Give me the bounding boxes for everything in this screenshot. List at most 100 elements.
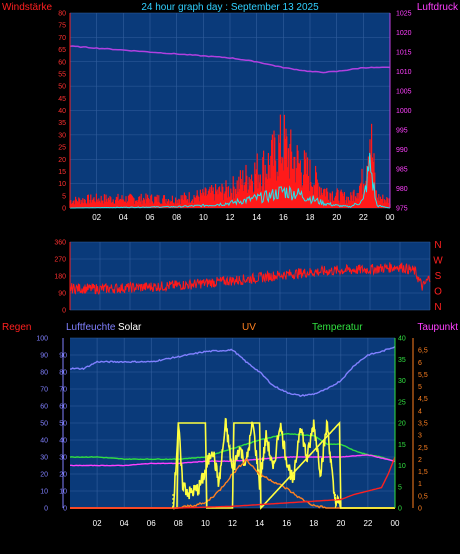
x-tick-label: 10: [199, 213, 208, 222]
wind-tick-label: 60: [58, 59, 66, 66]
uv-tick-label: 2: [418, 457, 422, 464]
temperature-line: [69, 432, 396, 463]
x-tick-label: 02: [93, 519, 102, 528]
uv-tick-label: 6,5: [418, 348, 428, 355]
climate-series: [69, 346, 396, 511]
x-tick-label: 12: [228, 519, 237, 528]
wind-left-axis: 0 5 10 15 20 25 30 35 40 45 50 55 60 65 70 75 80: [58, 11, 66, 213]
pressure-tick-label: 975: [396, 206, 408, 213]
wind-tick-label: 80: [58, 11, 66, 18]
wind-tick-label: 55: [58, 71, 66, 78]
compass-label: N: [434, 302, 441, 313]
direction-left-axis: 0 90 180 270 360: [54, 240, 66, 315]
wind-x-axis: 02 04 06 08 10 12 14 16 18 20 22 00: [92, 213, 395, 222]
wind-tick-label: 30: [58, 132, 66, 139]
direction-tick-label: 270: [54, 257, 66, 264]
climate-x-axis: 02 04 06 08 10 12 14 16 18 20 22 00: [93, 519, 400, 528]
humidity-label: Luftfeuchte: [66, 322, 116, 333]
x-tick-label: 10: [201, 519, 210, 528]
rain-tick-label: 10: [40, 489, 48, 496]
x-tick-label: 22: [359, 213, 368, 222]
x-tick-label: 08: [174, 519, 183, 528]
x-tick-label: 00: [391, 519, 400, 528]
temperature-tick-label: 20: [398, 421, 406, 428]
uv-tick-label: 1: [418, 481, 422, 488]
humidity-tick-label: 0: [63, 506, 67, 513]
rain-tick-label: 50: [40, 421, 48, 428]
compass-label: S: [435, 271, 442, 282]
rain-tick-label: 60: [40, 404, 48, 411]
wind-series-bars: [69, 114, 391, 208]
direction-line: [69, 262, 431, 296]
wind-tick-label: 70: [58, 35, 66, 42]
wind-tick-label: 5: [62, 193, 66, 200]
humidity-line: [69, 346, 396, 398]
temperature-tick-label: 30: [398, 378, 406, 385]
solar-label: Solar: [118, 322, 142, 333]
temperature-tick-label: 15: [398, 442, 406, 449]
x-tick-label: 12: [226, 213, 235, 222]
pressure-tick-label: 985: [396, 167, 408, 174]
x-tick-label: 06: [146, 213, 155, 222]
uv-tick-label: 0,5: [418, 493, 428, 500]
rain-tick-label: 30: [40, 455, 48, 462]
temperature-tick-label: 35: [398, 357, 406, 364]
wind-grid: [70, 12, 391, 209]
page-title: 24 hour graph day : September 13 2025: [141, 2, 319, 13]
x-tick-label: 18: [306, 213, 315, 222]
pressure-tick-label: 1005: [396, 89, 412, 96]
x-tick-label: 06: [147, 519, 156, 528]
rain-line: [70, 456, 396, 509]
temperature-tick-label: 25: [398, 399, 406, 406]
wind-series: [69, 45, 391, 209]
x-tick-label: 18: [309, 519, 318, 528]
x-tick-label: 04: [120, 519, 129, 528]
uv-tick-label: 3,5: [418, 421, 428, 428]
wind-tick-label: 35: [58, 120, 66, 127]
wind-tick-label: 15: [58, 169, 66, 176]
pressure-tick-label: 1000: [396, 108, 412, 115]
wind-tick-label: 20: [58, 157, 66, 164]
temperature-tick-label: 40: [398, 336, 406, 343]
uv-axis: 0 0,5 1 1,5 2 2,5 3 3,5 4 4,5 5 5,5 6 6,5: [418, 348, 428, 513]
pressure-tick-label: 990: [396, 147, 408, 154]
uv-tick-label: 5,5: [418, 372, 428, 379]
rain-axis: 0 10 20 30 40 50 60 70 80 90 100: [36, 336, 48, 513]
rain-tick-label: 100: [36, 336, 48, 343]
wind-tick-label: 40: [58, 108, 66, 115]
x-tick-label: 08: [172, 213, 181, 222]
wind-tick-label: 50: [58, 84, 66, 91]
wind-tick-label: 0: [62, 206, 66, 213]
temperature-tick-label: 10: [398, 463, 406, 470]
uv-tick-label: 5: [418, 384, 422, 391]
uv-tick-label: 6: [418, 360, 422, 367]
x-tick-label: 14: [252, 213, 261, 222]
x-tick-label: 20: [332, 213, 341, 222]
temperature-axis: 0 5 10 15 20 25 30 35 40: [398, 336, 406, 513]
pressure-tick-label: 1010: [396, 69, 412, 76]
uv-tick-label: 1,5: [418, 469, 428, 476]
rain-tick-label: 90: [40, 353, 48, 360]
temperature-label: Temperatur: [312, 322, 363, 333]
uv-tick-label: 4: [418, 408, 422, 415]
x-tick-label: 04: [119, 213, 128, 222]
direction-tick-label: 0: [62, 308, 66, 315]
uv-tick-label: 0: [418, 506, 422, 513]
rain-label: Regen: [2, 322, 31, 333]
uv-tick-label: 2,5: [418, 445, 428, 452]
direction-tick-label: 180: [54, 274, 66, 281]
uv-tick-label: 4,5: [418, 396, 428, 403]
pressure-tick-label: 1025: [396, 11, 412, 18]
compass-label: N: [434, 240, 441, 251]
temperature-tick-label: 5: [398, 484, 402, 491]
compass-label: W: [433, 256, 443, 267]
wind-tick-label: 10: [58, 181, 66, 188]
pressure-tick-label: 995: [396, 128, 408, 135]
temperature-tick-label: 0: [398, 506, 402, 513]
wind-label: Windstärke: [2, 2, 52, 13]
wind-tick-label: 45: [58, 96, 66, 103]
gust-line: [70, 152, 391, 209]
rain-tick-label: 40: [40, 438, 48, 445]
pressure-line: [69, 45, 391, 74]
